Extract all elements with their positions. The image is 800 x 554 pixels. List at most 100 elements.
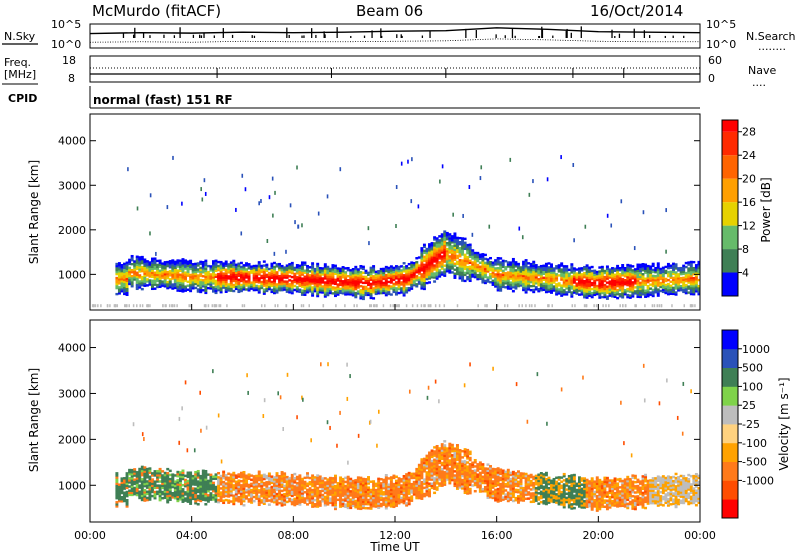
power-cell	[331, 288, 335, 291]
freq-dips	[216, 68, 625, 78]
velocity-cell	[237, 483, 241, 487]
power-cell	[682, 282, 686, 286]
velocity-cell	[285, 500, 289, 504]
ground-scatter	[207, 304, 210, 308]
power-cell	[367, 283, 370, 287]
velocity-cell	[191, 476, 195, 480]
power-cell	[572, 271, 576, 274]
velocity-cell	[412, 472, 416, 476]
power-cell	[687, 291, 691, 294]
velocity-cell	[384, 490, 388, 493]
velocity-cell	[354, 481, 358, 484]
ground-scatter	[302, 304, 305, 308]
ground-scatter	[429, 304, 431, 308]
power-cell	[445, 233, 449, 237]
velocity-cell	[288, 485, 292, 488]
power-cell	[621, 280, 625, 283]
velocity-cell	[262, 494, 266, 497]
power-cell	[511, 273, 515, 277]
velocity-cell	[377, 496, 381, 499]
power-cell	[677, 277, 681, 280]
power-cell	[692, 276, 696, 280]
power-cell	[562, 281, 566, 284]
velocity-cell	[206, 489, 210, 493]
power-cell	[120, 274, 124, 277]
power-cell	[389, 281, 393, 284]
power-cell	[583, 265, 587, 269]
velocity-cell	[239, 486, 243, 489]
power-cell	[677, 273, 681, 276]
power-cell	[125, 275, 129, 278]
velocity-cell	[204, 494, 208, 498]
power-cell	[168, 284, 172, 287]
velocity-cell	[402, 495, 406, 499]
power-cell	[659, 271, 663, 275]
velocity-cell	[275, 496, 279, 500]
velocity-cell	[387, 493, 391, 497]
ground-scatter	[226, 304, 228, 308]
velocity-cell	[374, 484, 378, 488]
velocity-cell	[161, 496, 165, 500]
power-cell	[176, 289, 180, 292]
power-cell	[209, 285, 213, 288]
velocity-cell	[217, 482, 221, 485]
power-cell	[255, 268, 259, 272]
power-speckle	[471, 232, 474, 237]
velocity-cell	[397, 489, 401, 493]
velocity-cell	[194, 479, 198, 482]
power-cell	[458, 261, 462, 264]
velocity-cell	[206, 481, 210, 485]
velocity-cell	[209, 483, 213, 487]
power-cell	[450, 259, 454, 262]
velocity-cell	[356, 496, 360, 500]
power-cell	[151, 287, 154, 291]
velocity-cell	[311, 484, 315, 488]
power-cell	[585, 290, 589, 293]
power-cell	[219, 274, 223, 278]
velocity-cell	[214, 477, 218, 480]
power-cell	[410, 269, 414, 272]
velocity-cell	[227, 484, 231, 488]
velocity-cell	[229, 485, 233, 489]
velocity-cell	[402, 499, 406, 503]
power-cell	[245, 264, 248, 267]
velocity-cell	[389, 478, 393, 481]
power-cell	[339, 271, 343, 275]
power-cell	[476, 275, 480, 279]
power-cell	[578, 285, 581, 288]
velocity-cell	[120, 483, 124, 487]
power-cell	[323, 275, 327, 278]
power-cell	[598, 278, 602, 281]
power-colorbar-tick-label: 12	[742, 220, 756, 233]
velocity-cell	[255, 478, 259, 482]
power-cell	[186, 266, 190, 269]
power-cell	[382, 281, 386, 285]
power-cell	[280, 276, 284, 280]
power-cell	[560, 292, 564, 295]
velocity-cell	[214, 489, 218, 493]
power-cell	[173, 268, 177, 272]
power-cell	[504, 280, 508, 283]
velocity-cell	[351, 490, 355, 493]
power-cell	[438, 255, 442, 258]
power-cell	[677, 281, 681, 284]
ground-scatter	[125, 304, 127, 308]
power-cell	[578, 287, 581, 290]
velocity-cell	[397, 499, 401, 503]
power-cell	[232, 267, 236, 271]
power-cell	[481, 269, 485, 272]
power-cell	[222, 264, 226, 267]
power-cell	[694, 270, 698, 273]
ground-scatter	[162, 304, 164, 308]
power-cell	[306, 287, 309, 290]
power-cell	[181, 266, 185, 269]
power-cell	[666, 282, 670, 286]
power-cell	[156, 277, 160, 281]
power-cell	[692, 285, 696, 288]
power-cell	[692, 266, 696, 270]
power-cell	[461, 249, 465, 252]
ground-scatter	[344, 304, 346, 308]
velocity-cell	[341, 484, 345, 487]
velocity-cell	[339, 499, 343, 502]
velocity-cell	[331, 491, 335, 495]
